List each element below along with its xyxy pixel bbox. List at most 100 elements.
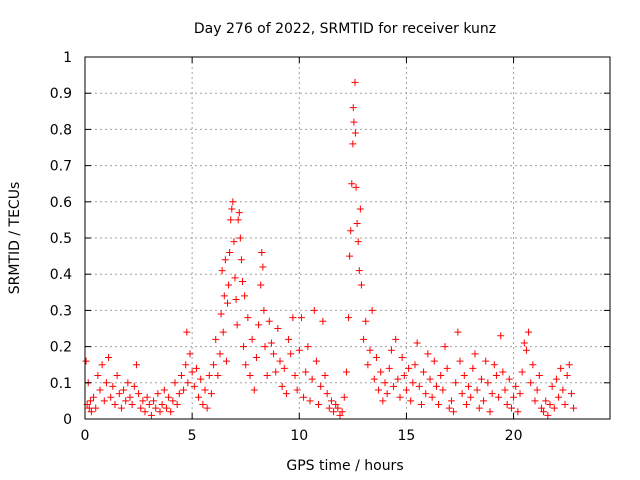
data-point: [430, 357, 438, 365]
data-point: [398, 353, 406, 361]
data-point: [82, 357, 90, 365]
data-point: [92, 404, 100, 412]
data-point: [432, 382, 440, 390]
gridlines: [85, 57, 610, 419]
data-point: [351, 129, 359, 137]
data-point: [488, 390, 496, 398]
data-point: [548, 382, 556, 390]
data-point: [85, 404, 93, 412]
data-point: [501, 386, 509, 394]
data-point: [291, 372, 299, 380]
data-point: [167, 408, 175, 416]
data-point: [190, 382, 198, 390]
data-point: [520, 339, 528, 347]
data-point: [160, 386, 168, 394]
data-point: [445, 404, 453, 412]
data-point: [353, 220, 361, 228]
data-point: [234, 216, 242, 224]
data-point: [182, 361, 190, 369]
data-point: [535, 372, 543, 380]
data-point: [385, 364, 393, 372]
data-point: [356, 205, 364, 213]
x-axis-label: GPS time / hours: [286, 458, 403, 474]
data-point: [113, 372, 121, 380]
y-tick-label: 0.3: [50, 303, 72, 319]
data-point: [495, 393, 503, 401]
data-point: [467, 393, 475, 401]
data-point: [162, 404, 170, 412]
data-point: [241, 292, 249, 300]
data-point: [392, 335, 400, 343]
data-point: [357, 281, 365, 289]
data-point: [184, 379, 192, 387]
data-point: [417, 401, 425, 409]
data-point: [437, 372, 445, 380]
data-point: [227, 216, 235, 224]
data-point: [86, 397, 94, 405]
data-point: [272, 368, 280, 376]
data-point: [240, 343, 248, 351]
data-point: [306, 397, 314, 405]
data-point: [458, 390, 466, 398]
data-point: [192, 364, 200, 372]
data-point: [512, 382, 520, 390]
data-point: [497, 332, 505, 340]
data-point: [226, 248, 234, 256]
y-tick-label: 0.5: [50, 231, 72, 247]
data-point: [469, 364, 477, 372]
data-point: [287, 350, 295, 358]
data-point: [224, 299, 231, 307]
data-point: [349, 140, 357, 148]
y-axis-label: SRMTID / TECUs: [7, 182, 23, 295]
data-point: [195, 393, 203, 401]
axis-tick-labels: 0 5 10 15 20 0 0.1 0.2 0.3 0.4 0.5 0.6 0.7 0.8 0.9 1: [50, 50, 523, 444]
data-point: [246, 372, 254, 380]
data-point: [242, 361, 250, 369]
data-point: [347, 227, 355, 235]
data-point: [96, 386, 104, 394]
data-point: [132, 361, 140, 369]
x-tick-label: 15: [398, 428, 416, 444]
data-point: [233, 321, 241, 329]
data-point: [542, 397, 550, 405]
data-point: [503, 401, 511, 409]
data-point: [218, 267, 226, 275]
data-point: [317, 382, 325, 390]
data-point: [239, 277, 246, 285]
data-point: [217, 310, 225, 318]
data-point: [351, 78, 359, 86]
data-point: [276, 357, 284, 365]
data-point: [304, 343, 312, 351]
data-point: [477, 375, 485, 383]
data-point: [183, 328, 191, 336]
y-tick-label: 1: [63, 50, 72, 66]
data-point: [252, 353, 260, 361]
data-point: [260, 306, 268, 314]
data-point: [340, 393, 348, 401]
x-tick-label: 0: [81, 428, 90, 444]
data-point: [350, 118, 358, 126]
data-point: [210, 361, 218, 369]
data-point: [222, 357, 230, 365]
data-point: [280, 364, 288, 372]
data-point: [235, 209, 243, 217]
data-point: [555, 393, 563, 401]
data-point: [102, 379, 110, 387]
data-point: [531, 397, 539, 405]
y-tick-label: 0: [63, 412, 72, 428]
data-point: [439, 386, 447, 394]
data-point: [203, 404, 211, 412]
y-tick-label: 0.9: [50, 86, 72, 102]
data-point: [225, 281, 233, 289]
y-tick-label: 0.4: [50, 267, 72, 283]
data-point: [111, 401, 119, 409]
data-point: [482, 357, 490, 365]
data-point: [570, 404, 578, 412]
data-point: [565, 361, 573, 369]
data-point: [282, 390, 290, 398]
data-point: [402, 386, 410, 394]
data-point: [415, 382, 423, 390]
data-point: [435, 401, 443, 409]
data-point: [383, 390, 391, 398]
